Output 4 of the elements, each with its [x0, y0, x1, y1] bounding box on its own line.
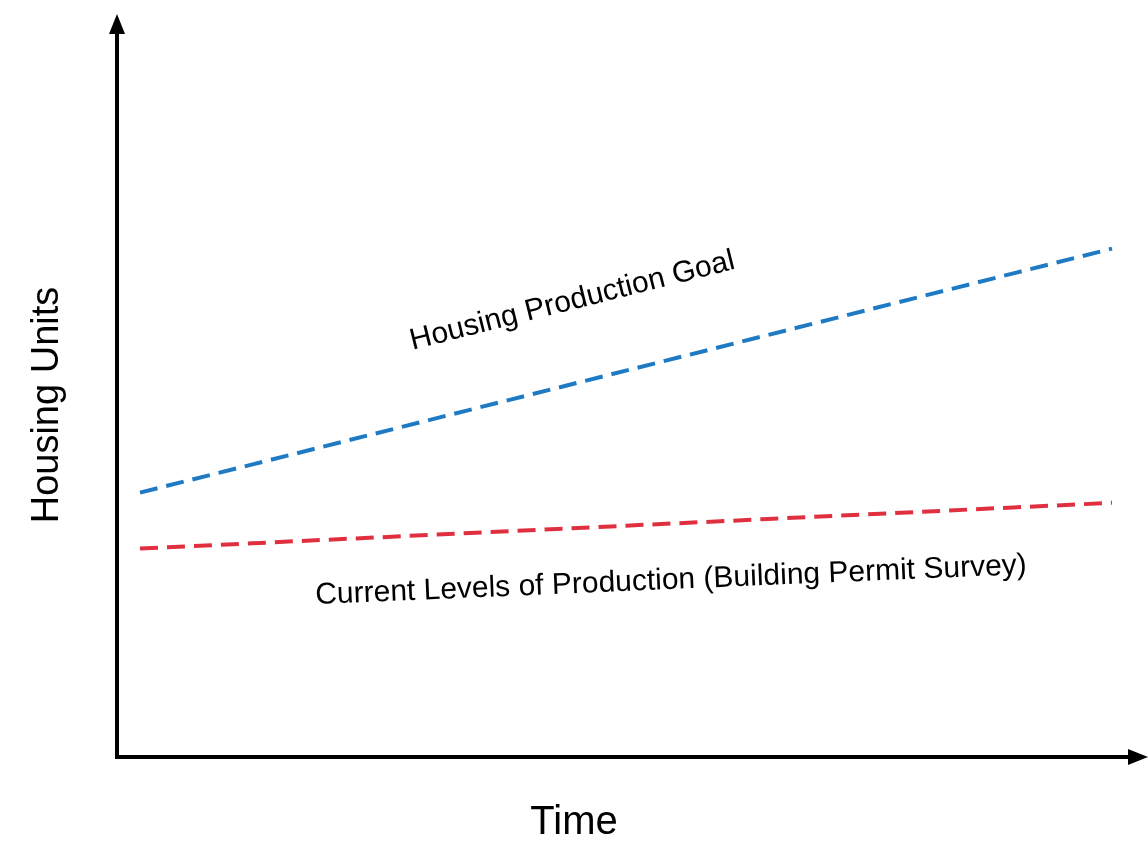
text: Housing Production Goal: [406, 242, 738, 356]
x-axis-title: Time: [529, 798, 619, 843]
series-label: Current Levels of Production (Building Permit Survey): [314, 546, 1028, 610]
y-axis-title: Housing Units: [23, 286, 67, 524]
